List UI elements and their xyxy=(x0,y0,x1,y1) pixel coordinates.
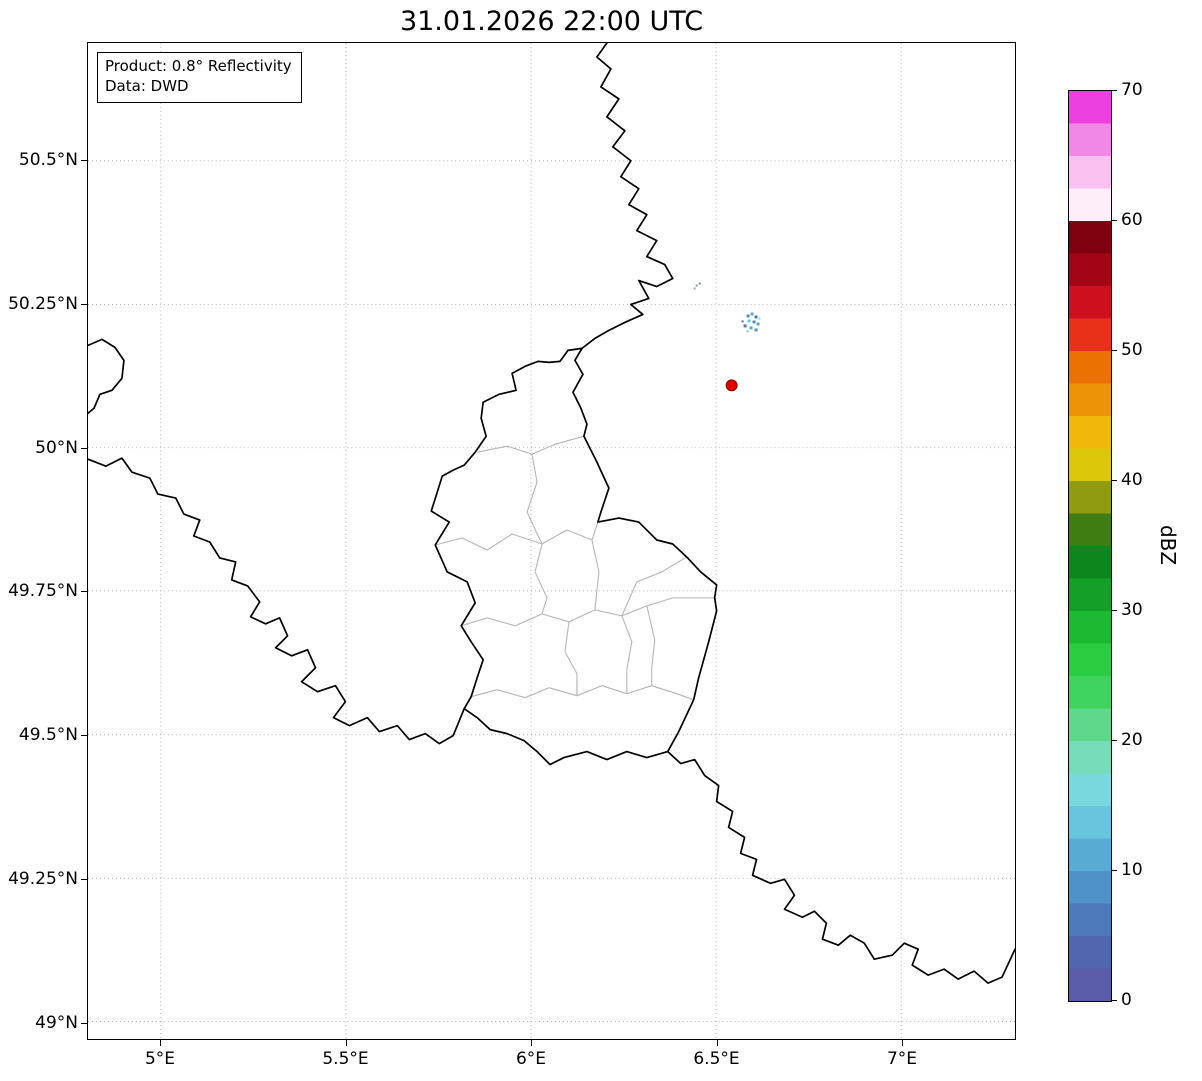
cb-tick-mark xyxy=(1111,480,1117,481)
radar-echo-pixel xyxy=(758,317,761,320)
radar-echo-pixel xyxy=(756,322,760,326)
radar-echo-pixel xyxy=(743,324,747,328)
y-tick-label: 49.75°N xyxy=(8,581,78,601)
colorbar-label: dBZ xyxy=(1156,524,1180,566)
radar-site-marker xyxy=(725,379,738,392)
cb-tick-label: 50 xyxy=(1121,340,1143,360)
border-belgium-germany xyxy=(581,43,674,350)
cb-tick-mark xyxy=(1111,870,1117,871)
radar-echo-pixel xyxy=(754,315,758,319)
cb-tick-label: 20 xyxy=(1121,730,1143,750)
x-tick-mark xyxy=(716,1040,718,1046)
y-tick-mark xyxy=(81,160,87,161)
x-tick-label: 6.5°E xyxy=(693,1049,740,1069)
radar-echo-pixel xyxy=(746,314,750,318)
cb-tick-mark xyxy=(1111,1000,1117,1001)
cb-tick-label: 30 xyxy=(1121,600,1143,620)
y-tick-mark xyxy=(81,591,87,592)
radar-echo-pixel xyxy=(750,312,754,316)
radar-echo-pixel xyxy=(747,319,751,323)
canton-border xyxy=(621,615,633,694)
canton-border xyxy=(646,605,656,686)
colorbar-gradient xyxy=(1069,91,1111,1001)
x-tick-label: 6°E xyxy=(515,1049,547,1069)
border-luxembourg xyxy=(430,347,718,766)
luxembourg-canton-borders xyxy=(435,435,715,701)
annotation-box: Product: 0.8° Reflectivity Data: DWD xyxy=(97,52,302,103)
colorbar xyxy=(1068,90,1112,1002)
cb-tick-mark xyxy=(1111,220,1117,221)
country-borders xyxy=(88,43,1015,984)
radar-echo-pixel xyxy=(754,328,758,332)
y-tick-mark xyxy=(81,879,87,880)
y-tick-mark xyxy=(81,447,87,449)
canton-border xyxy=(435,521,599,551)
x-tick-mark xyxy=(902,1040,903,1046)
radar-echo-pixel xyxy=(746,330,749,333)
radar-echo-layer xyxy=(693,282,761,392)
canton-border xyxy=(461,597,715,627)
map-plot-area: Product: 0.8° Reflectivity Data: DWD xyxy=(87,42,1016,1040)
x-tick-label: 5°E xyxy=(144,1049,176,1069)
y-tick-label: 50.5°N xyxy=(18,150,78,170)
cb-tick-label: 0 xyxy=(1121,990,1132,1010)
x-tick-label: 5.5°E xyxy=(322,1049,369,1069)
y-tick-label: 49.25°N xyxy=(8,869,78,889)
x-tick-mark xyxy=(345,1040,347,1046)
y-tick-label: 49°N xyxy=(35,1012,78,1033)
cb-tick-label: 10 xyxy=(1121,860,1143,880)
cb-tick-mark xyxy=(1111,350,1117,351)
radar-echo-pixel xyxy=(741,320,744,323)
x-tick-mark xyxy=(160,1040,161,1046)
figure-title: 31.01.2026 22:00 UTC xyxy=(399,6,704,37)
y-tick-label: 50°N xyxy=(35,437,78,458)
annotation-source: Data: DWD xyxy=(105,76,189,95)
canton-border xyxy=(534,543,548,615)
x-tick-mark xyxy=(531,1040,532,1046)
canton-border xyxy=(471,685,694,701)
cb-tick-mark xyxy=(1111,610,1117,611)
annotation-product: Product: 0.8° Reflectivity xyxy=(105,57,292,75)
x-tick-label: 7°E xyxy=(886,1049,918,1069)
border-givet-salient xyxy=(88,338,125,415)
radar-echo-pixel xyxy=(749,326,753,330)
cb-tick-label: 60 xyxy=(1121,210,1143,230)
canton-border xyxy=(621,556,687,617)
border-france-germany xyxy=(666,750,1015,984)
cb-tick-label: 40 xyxy=(1121,470,1143,490)
y-tick-label: 50.25°N xyxy=(8,294,78,314)
radar-echo-pixel xyxy=(698,282,701,285)
border-france-belgium xyxy=(88,457,466,745)
gridlines xyxy=(88,43,1015,1039)
y-tick-mark xyxy=(81,1022,87,1024)
cb-tick-mark xyxy=(1111,740,1117,741)
radar-echo-pixel xyxy=(695,284,698,287)
canton-border xyxy=(564,621,578,696)
y-tick-mark xyxy=(81,304,87,305)
cb-tick-mark xyxy=(1111,90,1117,91)
y-tick-mark xyxy=(81,735,87,736)
radar-echo-pixel xyxy=(752,320,756,324)
canton-border xyxy=(526,454,543,545)
canton-border xyxy=(591,539,600,610)
y-tick-label: 49.5°N xyxy=(18,725,78,745)
radar-echo-pixel xyxy=(693,287,696,290)
cb-tick-label: 70 xyxy=(1121,80,1143,100)
map-svg xyxy=(88,43,1015,1039)
